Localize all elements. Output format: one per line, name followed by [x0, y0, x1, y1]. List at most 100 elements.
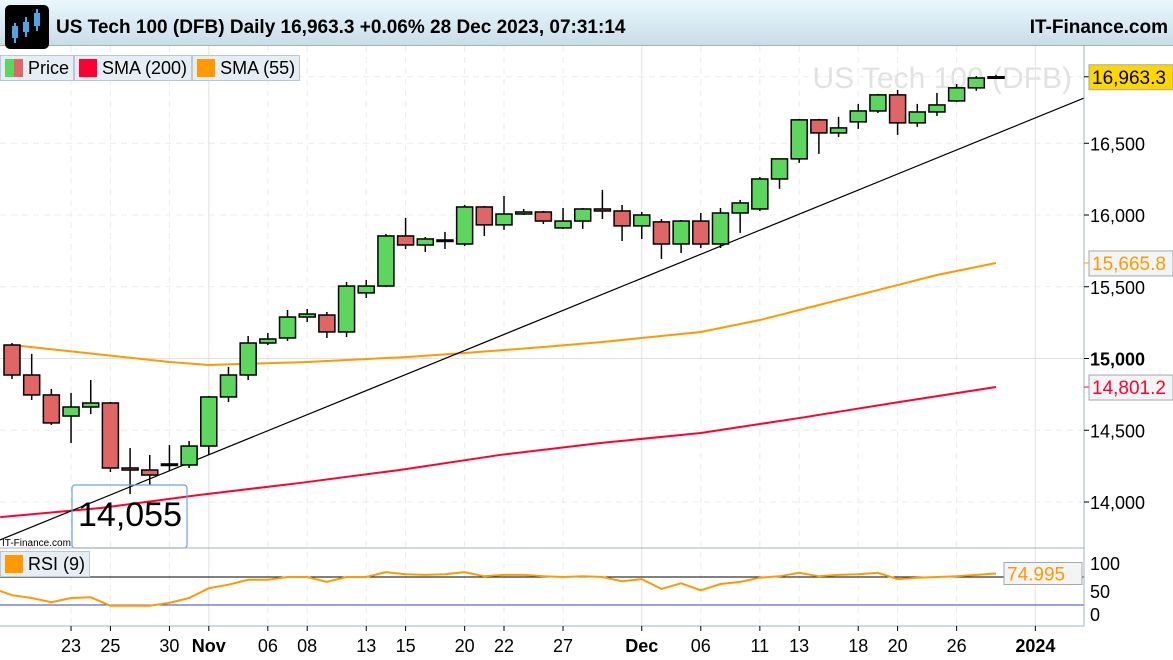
candle-2023-11-17 [436, 239, 454, 243]
rsi-swatch [5, 555, 23, 573]
date-tick-label: 15 [396, 636, 416, 656]
rsi-value-box [1003, 562, 1083, 586]
candle-2023-10-20 [42, 394, 61, 424]
date-tick-label: 18 [848, 636, 868, 656]
sma-55-value-label: 15,665.8 [1092, 254, 1166, 275]
candle-2023-12-28 [987, 76, 1005, 80]
candle-2023-12-19 [869, 94, 887, 112]
candle-2023-11-28 [573, 208, 592, 222]
candle-2023-10-25 [101, 402, 120, 469]
candle-2023-12-05 [672, 220, 690, 245]
source-watermark: IT-Finance.com [2, 538, 71, 549]
price-tick-label: 14,000 [1090, 493, 1145, 513]
candle-2023-10-19 [22, 374, 41, 396]
candle-2023-11-23 [514, 211, 533, 215]
candle-2023-11-27 [554, 220, 572, 229]
candle-2023-10-31 [180, 445, 198, 466]
sma-200-swatch [79, 59, 98, 77]
candle-2023-12-20 [888, 94, 907, 124]
date-tick-label: 08 [297, 636, 317, 656]
candle-2023-12-11 [751, 178, 769, 210]
plot-background [0, 46, 1084, 626]
candle-2023-10-27 [141, 469, 159, 476]
candle-2023-11-21 [475, 206, 494, 226]
rsi-tick-label: 100 [1090, 554, 1120, 574]
candle-2023-12-04 [652, 221, 671, 245]
candle-2023-10-26 [121, 467, 139, 471]
candle-2023-12-01 [633, 214, 651, 227]
candle-2023-11-08 [298, 313, 316, 318]
date-tick-label: 11 [750, 636, 769, 656]
trendline [0, 97, 1085, 541]
candle-2023-11-20 [455, 206, 474, 245]
chart-title: US Tech 100 (DFB) Daily 16,963.3 +0.06% … [56, 17, 626, 38]
candle-2023-11-01 [200, 396, 218, 447]
price-tick-label: 15,500 [1090, 278, 1145, 298]
sma-200-value-label: 14,801.2 [1092, 378, 1166, 399]
chart-legend: Price SMA (200) SMA (55) [0, 55, 301, 81]
brand-name: IT-Finance.com [1029, 17, 1168, 38]
date-tick-label: Dec [625, 636, 658, 656]
last-price-box [1088, 64, 1173, 91]
sma-200-value-box [1088, 374, 1173, 401]
candle-2023-12-22 [928, 104, 946, 113]
chart-title-watermark: US Tech 100 (DFB) [812, 62, 1072, 95]
rsi-line [0, 571, 997, 607]
date-tick-label: 13 [789, 636, 809, 656]
candle-2023-12-12 [770, 158, 789, 180]
rsi-tick-label: 0 [1090, 605, 1100, 625]
candle-2023-11-30 [613, 210, 631, 227]
date-tick-label: 23 [61, 636, 81, 656]
legend-sma-200[interactable]: SMA (200) [74, 55, 193, 81]
legend-label: Price [28, 57, 70, 78]
legend-rsi[interactable]: RSI (9) [0, 551, 91, 577]
legend-label: SMA (200) [102, 57, 188, 78]
candle-2023-10-23 [62, 406, 80, 417]
date-tick-label: 25 [100, 636, 120, 656]
date-tick-label: 2024 [1015, 636, 1055, 656]
chart-header: US Tech 100 (DFB) Daily 16,963.3 +0.06% … [0, 0, 1173, 49]
candle-2023-10-30 [160, 463, 179, 467]
candle-2023-10-24 [81, 402, 100, 408]
date-tick-label: 30 [159, 636, 179, 656]
date-tick-label: 22 [494, 636, 514, 656]
candle-2023-11-14 [377, 235, 395, 287]
sma-55-swatch [197, 59, 216, 77]
candle-2023-12-15 [829, 127, 848, 134]
sma-200-line [0, 386, 997, 519]
candle-2023-11-02 [219, 374, 238, 398]
candle-2023-12-07 [711, 212, 730, 245]
candle-2023-12-06 [692, 220, 710, 245]
candle-2023-12-13 [790, 119, 808, 160]
candle-2023-11-13 [357, 285, 375, 294]
date-tick-label: 06 [258, 636, 278, 656]
price-tick-label: 15,000 [1090, 350, 1145, 370]
price-swatch [5, 59, 23, 77]
sma-55-line [11, 261, 997, 366]
candle-2023-11-09 [318, 314, 336, 333]
candle-2023-12-21 [908, 111, 927, 124]
sma-55-value-box [1088, 250, 1173, 277]
price-tick-label: 16,500 [1090, 134, 1145, 154]
rsi-value-label: 74.995 [1007, 565, 1065, 586]
candlestick-logo-icon [5, 5, 49, 49]
candle-2023-12-26 [947, 87, 966, 102]
date-tick-label: 20 [888, 636, 908, 656]
legend-price[interactable]: Price [0, 55, 75, 81]
price-tick-label: 16,000 [1090, 206, 1145, 226]
rsi-tick-label: 50 [1090, 582, 1110, 602]
candle-2023-11-10 [337, 285, 356, 333]
candle-2023-12-08 [731, 202, 749, 214]
legend-sma-55[interactable]: SMA (55) [192, 55, 301, 81]
candle-2023-11-29 [593, 208, 612, 212]
last-price-label: 16,963.3 [1092, 68, 1166, 89]
candle-2023-12-27 [967, 77, 986, 89]
legend-label: SMA (55) [220, 57, 296, 78]
candle-2023-11-07 [278, 316, 297, 339]
date-tick-label: 06 [691, 636, 711, 656]
candle-2023-11-06 [259, 338, 277, 344]
date-tick-label: Nov [192, 636, 226, 656]
date-tick-label: 20 [455, 636, 475, 656]
candle-2023-11-16 [416, 238, 435, 246]
